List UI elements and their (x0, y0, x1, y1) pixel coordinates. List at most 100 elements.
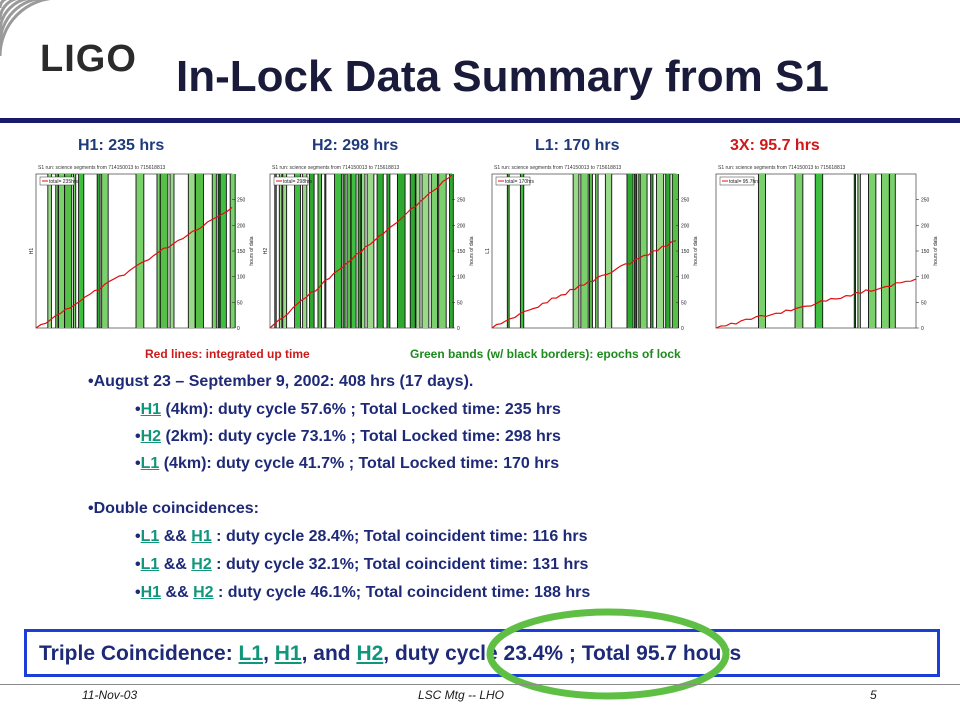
lock-plot-h1: S1 run: science segments from 714150013 … (28, 160, 256, 342)
lock-band (97, 174, 101, 328)
lock-band (218, 174, 220, 328)
tick-label: 100 (681, 275, 690, 281)
tick-label: 200 (237, 223, 246, 229)
triple-coincidence-box: Triple Coincidence: L1, H1, and H2, duty… (24, 629, 940, 677)
lock-band (73, 174, 76, 328)
lock-band (361, 174, 365, 328)
lock-band (580, 174, 589, 328)
y-axis-label: L1 (485, 248, 491, 254)
lock-band (309, 174, 315, 328)
tick-label: 150 (457, 249, 466, 255)
lock-band (195, 174, 204, 328)
lock-band (170, 174, 174, 328)
footer-page-number: 5 (870, 688, 877, 702)
lock-plot-h2: S1 run: science segments from 714150013 … (262, 160, 476, 342)
plot-panel-title: S1 run: science segments from 714150013 … (38, 165, 166, 171)
lock-band (324, 174, 326, 328)
link-h1[interactable]: H1 (140, 584, 162, 601)
lock-band (758, 174, 766, 328)
tick-label: 150 (681, 249, 690, 255)
lock-band (795, 174, 803, 328)
legend-box (39, 176, 75, 186)
link-l1[interactable]: L1 (140, 556, 160, 573)
lock-band (274, 174, 277, 328)
bullet-dates: •August 23 – September 9, 2002: 408 hrs … (88, 373, 474, 390)
y2-axis-label: hours of data (469, 236, 475, 265)
y2-axis-label: hours of data (693, 236, 699, 265)
bullet-single-h2: •H2 (2km): duty cycle 73.1% ; Total Lock… (135, 428, 561, 445)
tick-label: 0 (237, 326, 240, 332)
lock-band (520, 174, 524, 328)
lock-band (438, 174, 447, 328)
lock-band (626, 174, 634, 328)
link-h1[interactable]: H1 (140, 401, 162, 418)
footer-meeting: LSC Mtg -- LHO (418, 688, 505, 702)
tick-label: 50 (921, 300, 927, 306)
lock-band (367, 174, 374, 328)
lock-band (55, 174, 59, 328)
footer-date: 11-Nov-03 (82, 688, 138, 702)
lock-band (346, 174, 351, 328)
lock-band (334, 174, 342, 328)
legend-box (719, 176, 755, 186)
lock-band (650, 174, 653, 328)
link-h2[interactable]: H2 (356, 642, 384, 665)
lock-band (47, 174, 52, 328)
lock-band (573, 174, 579, 328)
link-h1[interactable]: H1 (274, 642, 302, 665)
lock-band (343, 174, 346, 328)
y-axis-label: H2 (263, 248, 269, 255)
link-l1[interactable]: L1 (140, 455, 160, 472)
lock-band (294, 174, 301, 328)
plot-label-3x: 3X: 95.7 hrs (730, 137, 820, 154)
link-h2[interactable]: H2 (191, 556, 212, 573)
lock-band (422, 174, 429, 328)
lock-band (636, 174, 639, 328)
page-title: In-Lock Data Summary from S1 (176, 52, 829, 101)
y2-axis-label: hours of data (933, 236, 939, 265)
caption-green-bands: Green bands (w/ black borders): epochs o… (410, 347, 681, 361)
link-h2[interactable]: H2 (140, 428, 162, 445)
lock-band (279, 174, 282, 328)
lock-plot-l1: S1 run: science segments from 714150013 … (484, 160, 700, 342)
lock-band (64, 174, 72, 328)
title-divider (0, 118, 960, 123)
lock-band (672, 174, 679, 328)
legend-label: total= 298hrs (283, 179, 313, 185)
bullet-double-l1-h1: •L1 && H1 : duty cycle 28.4%; Total coin… (135, 528, 588, 545)
up-time-line (491, 240, 677, 329)
lock-band (854, 174, 856, 328)
up-time-line (35, 206, 233, 329)
lock-band (640, 174, 648, 328)
bullet-single-l1: •L1 (4km): duty cycle 41.7% ; Total Lock… (135, 455, 560, 472)
tick-label: 0 (457, 326, 460, 332)
plot-label-h2: H2: 298 hrs (312, 137, 399, 154)
lock-band (507, 174, 510, 328)
lock-band (857, 174, 861, 328)
lock-band (358, 174, 361, 328)
tick-label: 150 (921, 249, 930, 255)
lock-band (351, 174, 357, 328)
legend-box (495, 176, 531, 186)
tick-label: 200 (457, 223, 466, 229)
lock-band (386, 174, 390, 328)
bullet-single-h1: •H1 (4km): duty cycle 57.6% ; Total Lock… (135, 401, 561, 418)
link-l1[interactable]: L1 (238, 642, 264, 665)
link-h2[interactable]: H2 (193, 584, 214, 601)
link-l1[interactable]: L1 (140, 528, 160, 545)
plot-label-h1: H1: 235 hrs (78, 137, 165, 154)
link-h1[interactable]: H1 (191, 528, 212, 545)
lock-band (605, 174, 612, 328)
y2-axis-label: hours of data (249, 236, 255, 265)
lock-band (58, 174, 65, 328)
lock-band (815, 174, 823, 328)
tick-label: 250 (681, 198, 690, 204)
lock-band (188, 174, 196, 328)
lock-band (136, 174, 144, 328)
tick-label: 0 (681, 326, 684, 332)
lock-band (101, 174, 109, 328)
lock-band (589, 174, 593, 328)
lock-band (220, 174, 227, 328)
lock-band (212, 174, 217, 328)
tick-label: 100 (457, 275, 466, 281)
